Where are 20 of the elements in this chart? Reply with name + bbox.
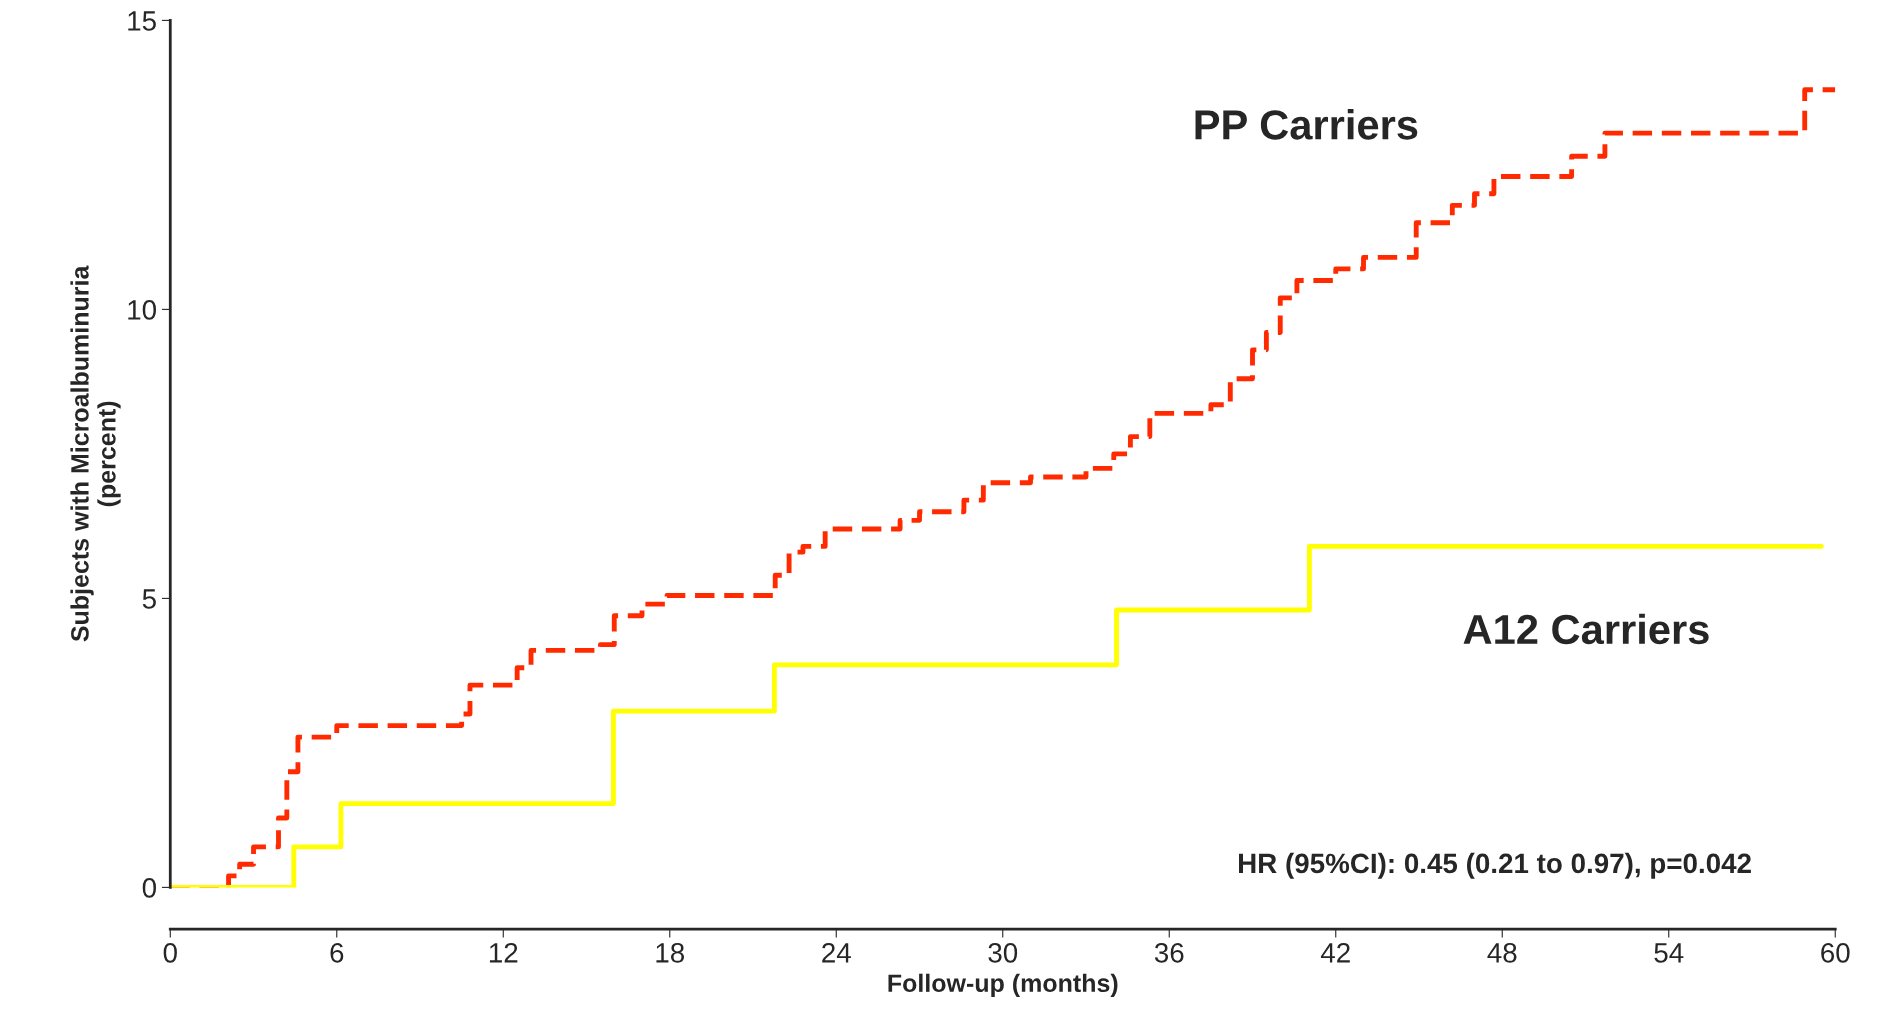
x-axis-title: Follow-up (months) bbox=[888, 973, 1118, 998]
x-tick-label: 30 bbox=[988, 942, 1018, 963]
x-tick-label: 48 bbox=[1487, 942, 1517, 963]
series-label: PP Carriers bbox=[1195, 109, 1418, 140]
x-tick-label: 12 bbox=[489, 942, 518, 963]
x-tick-label: 60 bbox=[1821, 942, 1850, 963]
x-tick-label: 0 bbox=[163, 942, 177, 963]
y-tick-label: 0 bbox=[142, 878, 156, 898]
y-tick-label: 10 bbox=[128, 300, 156, 320]
x-tick-label: 54 bbox=[1654, 943, 1684, 963]
x-tick-label: 24 bbox=[822, 942, 851, 963]
series-label: A12 Carriers bbox=[1463, 613, 1709, 645]
y-tick-label: 15 bbox=[128, 11, 156, 31]
x-tick-label: 6 bbox=[330, 942, 344, 963]
y-tick-label: 5 bbox=[142, 589, 156, 609]
x-tick-label: 36 bbox=[1154, 942, 1184, 963]
x-tick-label: 42 bbox=[1320, 942, 1350, 963]
annotation: HR (95%CI): 0.45 (0.21 to 0.97), p=0.042 bbox=[1239, 852, 1751, 879]
x-tick-label: 18 bbox=[656, 942, 685, 963]
y-axis-title: Subjects with Microalbuminuria (percent) bbox=[70, 265, 121, 642]
